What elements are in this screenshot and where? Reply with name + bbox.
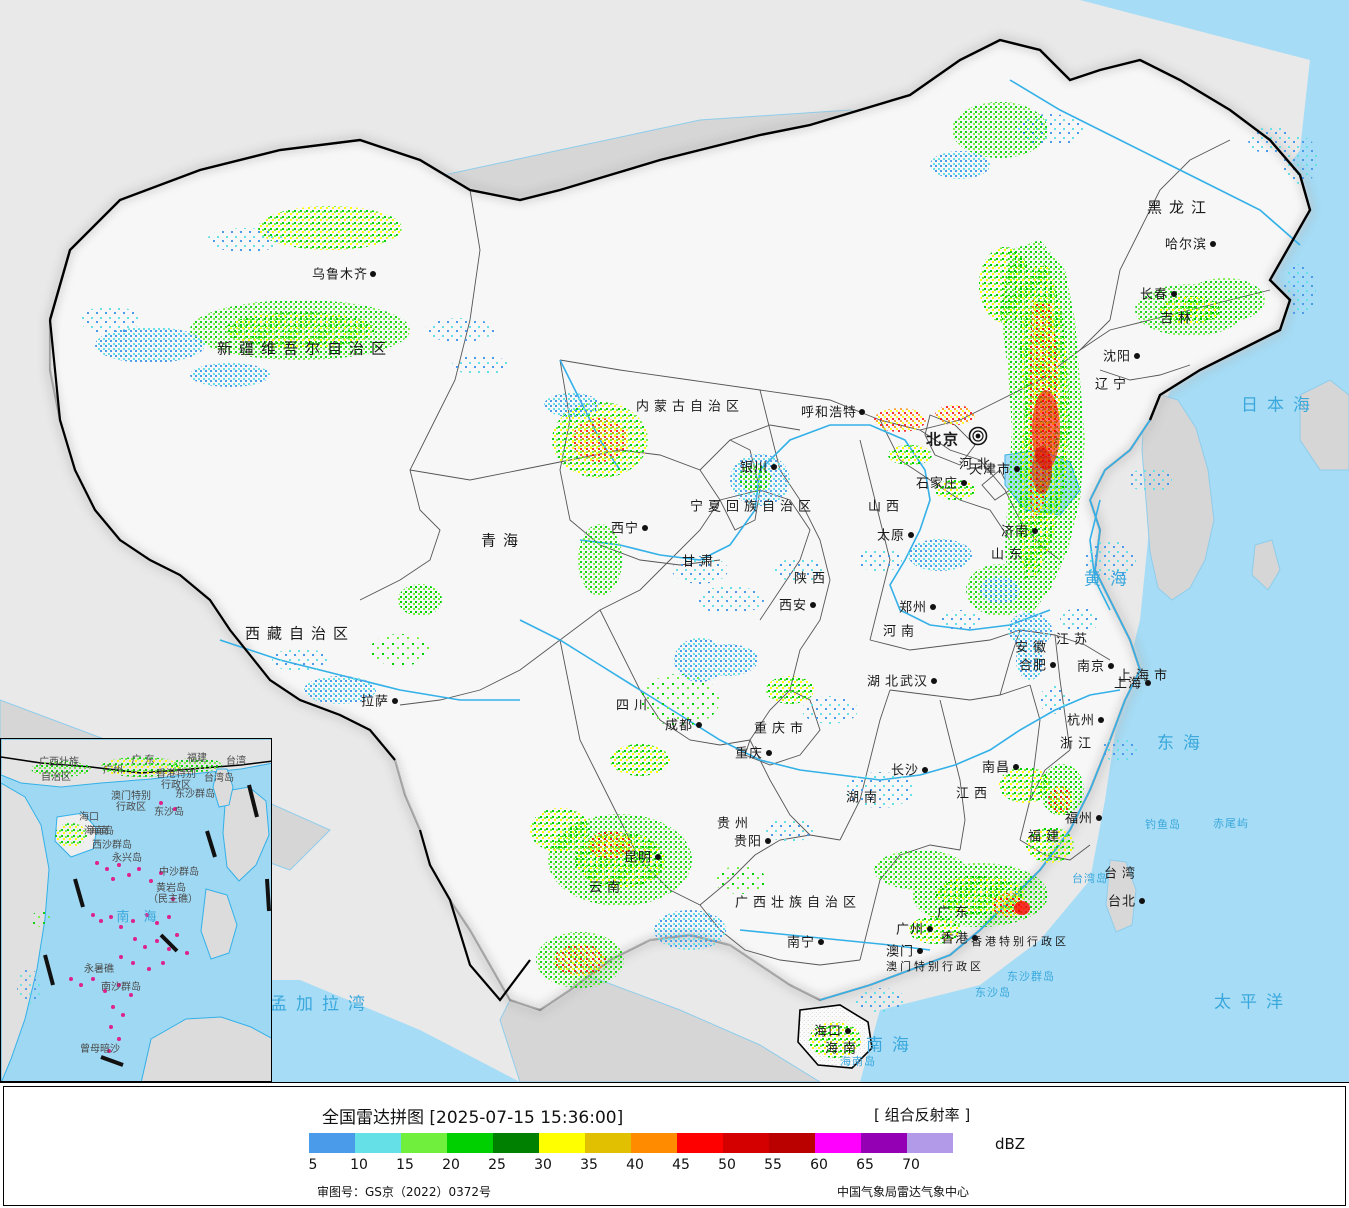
inset-label-14: 海南	[89, 824, 109, 837]
inset-label-3: 福建	[187, 751, 207, 764]
dbz-unit-label: dBZ	[995, 1135, 1026, 1153]
inset-label-23: 南沙群岛	[101, 980, 141, 993]
colorbar-swatch-0	[309, 1133, 355, 1153]
colorbar-swatch-5	[539, 1133, 585, 1153]
colorbar-swatch-2	[401, 1133, 447, 1153]
map-approval-number: 审图号：GS京（2022）0372号	[317, 1185, 491, 1199]
inset-label-0: 广西壮族	[39, 755, 79, 768]
colorbar-swatch-9	[723, 1133, 769, 1153]
colorbar-tick-15: 15	[396, 1157, 414, 1173]
colorbar-swatch-8	[677, 1133, 723, 1153]
colorbar-tick-50: 50	[718, 1157, 736, 1173]
colorbar-swatch-12	[861, 1133, 907, 1153]
colorbar-swatch-1	[355, 1133, 401, 1153]
colorbar-swatch-6	[585, 1133, 631, 1153]
colorbar-swatch-11	[815, 1133, 861, 1153]
legend-product-type: [ 组合反射率 ]	[874, 1106, 971, 1124]
inset-label-17: 永兴岛	[112, 851, 142, 864]
colorbar-tick-5: 5	[308, 1157, 318, 1173]
legend-panel: 全国雷达拼图 [2025-07-15 15:36:00] [ 组合反射率 ] d…	[0, 1082, 1349, 1208]
legend-title: 全国雷达拼图 [2025-07-15 15:36:00]	[322, 1108, 624, 1128]
colorbar-tick-35: 35	[580, 1157, 598, 1173]
colorbar-tick-25: 25	[488, 1157, 506, 1173]
inset-label-7: 行政区	[161, 778, 191, 791]
south-china-sea-inset-map[interactable]: 广西壮族 自治区广 东福建 台湾 广州 香港特别 行政区 台湾岛 澳门特别 行政区 东沙群岛 东沙岛…	[0, 738, 272, 1082]
colorbar-tick-40: 40	[626, 1157, 644, 1173]
inset-label-22: 永暑礁	[84, 962, 114, 975]
legend-inner-frame: 全国雷达拼图 [2025-07-15 15:36:00] [ 组合反射率 ] d…	[3, 1086, 1346, 1206]
colorbar-tick-70: 70	[902, 1157, 920, 1173]
colorbar-tick-60: 60	[810, 1157, 828, 1173]
colorbar-swatch-10	[769, 1133, 815, 1153]
colorbar-swatch-4	[493, 1133, 539, 1153]
inset-label-5: 广州	[103, 764, 123, 776]
inset-label-12: 东沙岛	[154, 805, 184, 818]
inset-label-13: 海口	[79, 810, 99, 823]
inset-label-9: 澳门特别	[111, 789, 151, 802]
inset-label-20: （民主礁）	[148, 892, 198, 905]
colorbar-tick-65: 65	[856, 1157, 874, 1173]
china-radar-map	[0, 0, 1349, 1082]
colorbar-tick-45: 45	[672, 1157, 690, 1173]
colorbar-tick-10: 10	[350, 1157, 368, 1173]
colorbar-tick-30: 30	[534, 1157, 552, 1173]
radar-map-panel[interactable]: 新疆维吾尔自治区 西藏自治区 青海 甘肃 内蒙古自治区 黑龙江 吉林 辽宁 河北 山西 山东 陕西 河南…	[0, 0, 1349, 1082]
inset-label-2: 广 东	[131, 753, 154, 766]
inset-label-6: 香港特别	[156, 768, 196, 780]
inset-label-8: 台湾岛	[204, 771, 234, 784]
inset-label-1: 自治区	[41, 770, 71, 783]
data-source-credit: 中国气象局雷达气象中心	[837, 1185, 970, 1199]
inset-label-11: 东沙群岛	[175, 787, 215, 800]
inset-label-16: 西沙群岛	[92, 838, 132, 851]
inset-label-24: 曾母暗沙	[80, 1042, 120, 1055]
inset-label-15: 海南岛	[84, 824, 114, 837]
colorbar-swatch-3	[447, 1133, 493, 1153]
inset-label-4: 台湾	[226, 754, 246, 767]
colorbar-tick-20: 20	[442, 1157, 460, 1173]
colorbar-tick-55: 55	[764, 1157, 782, 1173]
inset-label-18: 中沙群岛	[159, 865, 199, 878]
inset-label-10: 行政区	[116, 800, 146, 813]
colorbar-swatch-7	[631, 1133, 677, 1153]
colorbar-swatch-13	[907, 1133, 953, 1153]
dbz-colorbar[interactable]	[309, 1133, 953, 1153]
inset-label-21: 南 海	[116, 909, 161, 925]
inset-label-19: 黄岩岛	[156, 881, 186, 894]
